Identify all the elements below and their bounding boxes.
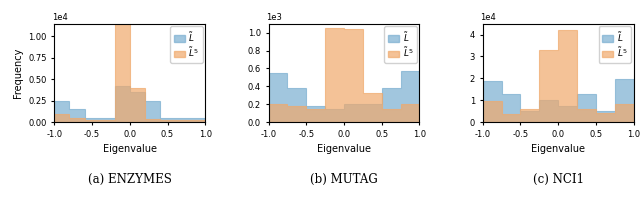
Legend: $\tilde{L}$, $\tilde{L}^5$: $\tilde{L}$, $\tilde{L}^5$ <box>385 26 417 63</box>
X-axis label: Eigenvalue: Eigenvalue <box>103 144 157 154</box>
Legend: $\tilde{L}$, $\tilde{L}^5$: $\tilde{L}$, $\tilde{L}^5$ <box>598 26 631 63</box>
Text: (a) ENZYMES: (a) ENZYMES <box>88 173 172 186</box>
Y-axis label: Frequency: Frequency <box>13 48 22 98</box>
Text: (c) NCI1: (c) NCI1 <box>532 173 584 186</box>
X-axis label: Eigenvalue: Eigenvalue <box>317 144 371 154</box>
Text: 1e3: 1e3 <box>266 13 282 22</box>
Text: (b) MUTAG: (b) MUTAG <box>310 173 378 186</box>
Text: 1e4: 1e4 <box>480 13 496 22</box>
Legend: $\tilde{L}$, $\tilde{L}^5$: $\tilde{L}$, $\tilde{L}^5$ <box>170 26 202 63</box>
Text: 1e4: 1e4 <box>52 13 67 22</box>
X-axis label: Eigenvalue: Eigenvalue <box>531 144 585 154</box>
